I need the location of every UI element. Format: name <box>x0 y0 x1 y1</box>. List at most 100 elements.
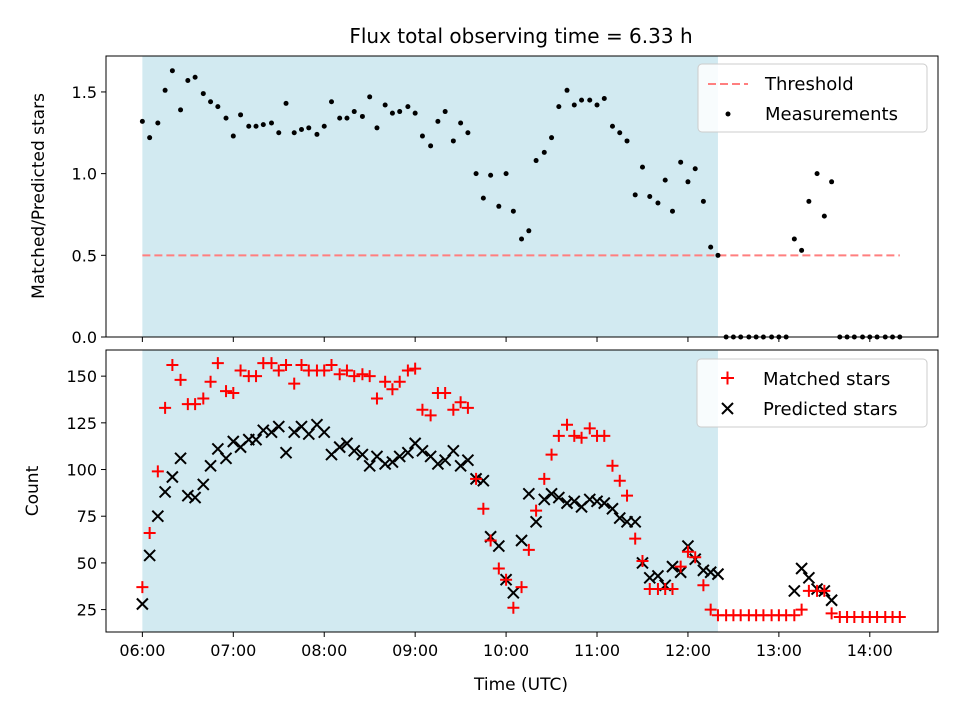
bottom-y-tick-label: 125 <box>66 414 97 433</box>
measurement-point <box>162 87 168 93</box>
matched-point <box>477 502 490 515</box>
predicted-point <box>401 446 415 459</box>
measurement-point <box>139 118 145 124</box>
matched-point <box>825 607 838 620</box>
measurement-point <box>428 143 434 149</box>
bottom-y-tick-label: 50 <box>77 554 97 573</box>
matched-point <box>583 422 596 435</box>
predicted-point <box>265 425 278 439</box>
matched-point <box>211 357 224 370</box>
top-y-tick-label: 0.5 <box>72 246 97 265</box>
measurement-point <box>246 123 252 129</box>
measurement-point <box>601 95 607 101</box>
matched-point <box>530 504 543 517</box>
predicted-point <box>272 420 285 433</box>
matched-point <box>265 357 278 370</box>
legend-matched-label: Matched stars <box>763 369 890 390</box>
measurement-point <box>321 123 327 129</box>
measurement-point <box>405 104 411 110</box>
measurement-point <box>632 192 638 198</box>
matched-point <box>166 358 179 371</box>
matched-point <box>424 409 437 422</box>
matched-point <box>363 370 376 383</box>
bottom-plot-frame <box>105 349 939 633</box>
predicted-point <box>279 446 293 459</box>
measurement-point <box>260 122 266 128</box>
matched-point <box>416 403 429 416</box>
measurement-point <box>624 138 630 144</box>
measurement-point <box>678 159 684 165</box>
measurement-point <box>283 100 289 106</box>
measurement-point <box>692 166 698 172</box>
measurement-point <box>450 138 456 144</box>
measurement-point <box>223 115 229 121</box>
matched-point <box>439 386 452 399</box>
predicted-point <box>492 539 506 553</box>
measurement-point <box>367 94 373 100</box>
matched-point <box>401 364 414 377</box>
measurement-point <box>374 125 380 131</box>
bottom-observing-window <box>142 350 718 632</box>
predicted-point <box>348 444 361 458</box>
measurement-point <box>519 236 525 242</box>
predicted-point <box>461 453 475 467</box>
predicted-point <box>356 448 369 461</box>
x-tick-label: 10:00 <box>483 641 529 660</box>
measurement-point <box>458 120 464 126</box>
matched-point <box>379 375 392 388</box>
predicted-point <box>613 511 626 525</box>
measurement-point <box>155 120 161 126</box>
matched-point <box>288 377 301 390</box>
measurement-point <box>208 99 214 105</box>
measurement-point <box>389 110 395 116</box>
matched-point <box>636 555 649 568</box>
predicted-point <box>560 496 574 510</box>
matched-point <box>333 368 346 381</box>
matched-point <box>484 534 497 547</box>
bottom-y-tick-label: 75 <box>77 507 97 526</box>
measurement-point <box>298 127 304 133</box>
measurement-point <box>382 102 388 108</box>
predicted-point <box>704 566 717 579</box>
measurement-point <box>799 247 805 253</box>
top-legend: Threshold Measurements <box>697 63 928 133</box>
predicted-point <box>197 478 210 491</box>
chart-title: Flux total observing time = 6.33 h <box>349 24 692 48</box>
predicted-point <box>249 433 263 446</box>
matched-point <box>174 373 187 386</box>
measurement-point <box>806 198 812 204</box>
predicted-point <box>333 440 346 454</box>
matched-point <box>674 560 687 573</box>
matched-point <box>893 611 906 624</box>
legend-predicted-label: Predicted stars <box>763 399 897 420</box>
measurement-point <box>669 208 675 214</box>
matched-point <box>697 579 710 592</box>
matched-point <box>568 429 581 442</box>
predicted-point <box>363 459 376 472</box>
predicted-point <box>697 564 710 577</box>
measurement-point <box>291 130 297 136</box>
top-legend-box <box>697 63 928 133</box>
predicted-point <box>507 586 520 599</box>
measurement-point <box>230 133 236 139</box>
matched-point <box>295 358 308 371</box>
matched-point <box>629 532 642 545</box>
matched-point <box>561 418 574 431</box>
measurement-point <box>473 171 479 177</box>
measurement-point <box>147 135 153 141</box>
matched-point <box>325 358 338 371</box>
predicted-point <box>545 487 558 501</box>
matched-point <box>681 545 694 558</box>
measurement-point <box>412 110 418 116</box>
measurement-point <box>579 97 585 103</box>
predicted-point <box>666 560 679 573</box>
legend-matched-swatch <box>721 371 734 385</box>
matched-point <box>348 370 361 383</box>
measurement-point <box>488 172 494 178</box>
measurement-point <box>814 171 820 177</box>
matched-point <box>250 370 263 383</box>
measurement-point <box>821 213 827 219</box>
matched-point <box>204 375 217 388</box>
measurement-point <box>178 107 184 113</box>
